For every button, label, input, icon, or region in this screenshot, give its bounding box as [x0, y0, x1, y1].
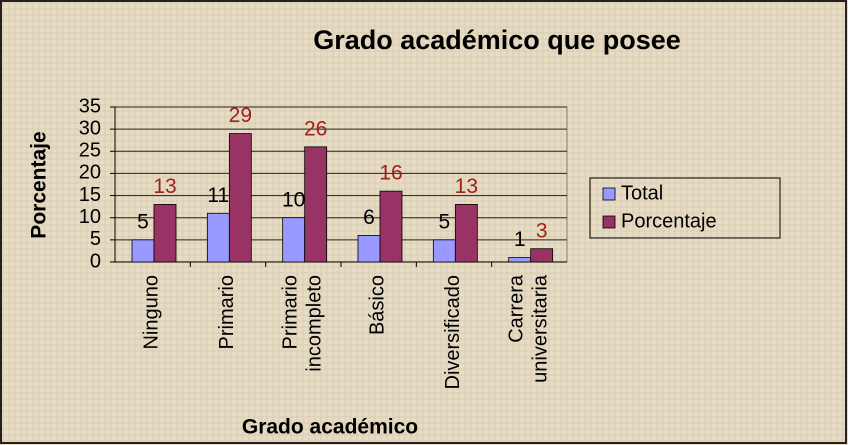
- x-tick-label: Carrera universitaria: [506, 274, 552, 383]
- y-tick-label: 30: [79, 117, 101, 139]
- y-tick-label: 20: [79, 162, 101, 184]
- data-label: 11: [207, 184, 229, 207]
- legend-label: Total: [621, 182, 663, 204]
- y-tick-label: 25: [79, 140, 101, 162]
- x-tick-label: Primario: [216, 275, 238, 349]
- data-label: 13: [153, 175, 176, 198]
- legend-box: [589, 177, 781, 239]
- legend-label: Porcentaje: [621, 210, 717, 232]
- bar: [530, 248, 554, 263]
- data-label: 5: [438, 210, 450, 233]
- y-tick-label: 5: [90, 228, 101, 250]
- x-axis-label: Grado académico: [242, 416, 418, 439]
- legend-swatch: [602, 187, 616, 201]
- bar: [508, 257, 532, 263]
- bar: [228, 133, 252, 263]
- bar: [379, 190, 403, 263]
- x-tick-label: Primario incompleto: [280, 275, 326, 372]
- y-tick-label: 15: [79, 184, 101, 206]
- data-label: 6: [363, 206, 375, 229]
- bar: [131, 239, 155, 263]
- y-axis-label: Porcentaje: [28, 131, 51, 238]
- x-tick-label: Ninguno: [141, 275, 163, 350]
- data-label: 5: [137, 210, 149, 233]
- data-label: 3: [536, 219, 548, 242]
- bar: [304, 146, 328, 263]
- y-tick-label: 0: [90, 250, 101, 272]
- chart-title: Grado académico que posee: [313, 25, 681, 55]
- bar: [454, 204, 478, 263]
- bar: [153, 204, 177, 263]
- legend-swatch: [602, 215, 616, 229]
- data-label: 16: [379, 162, 402, 185]
- data-label: 29: [229, 104, 252, 127]
- y-tick-label: 35: [79, 95, 101, 117]
- y-tick-label: 10: [79, 206, 101, 228]
- bar: [282, 217, 306, 263]
- data-label: 10: [282, 188, 305, 211]
- data-label: 1: [514, 228, 526, 251]
- data-label: 13: [455, 175, 478, 198]
- data-label: 26: [304, 117, 327, 140]
- x-tick-label: Diversificado: [442, 275, 464, 389]
- bar: [357, 235, 381, 263]
- x-tick-label: Básico: [367, 275, 389, 335]
- bar: [206, 212, 230, 263]
- bar: [432, 239, 456, 263]
